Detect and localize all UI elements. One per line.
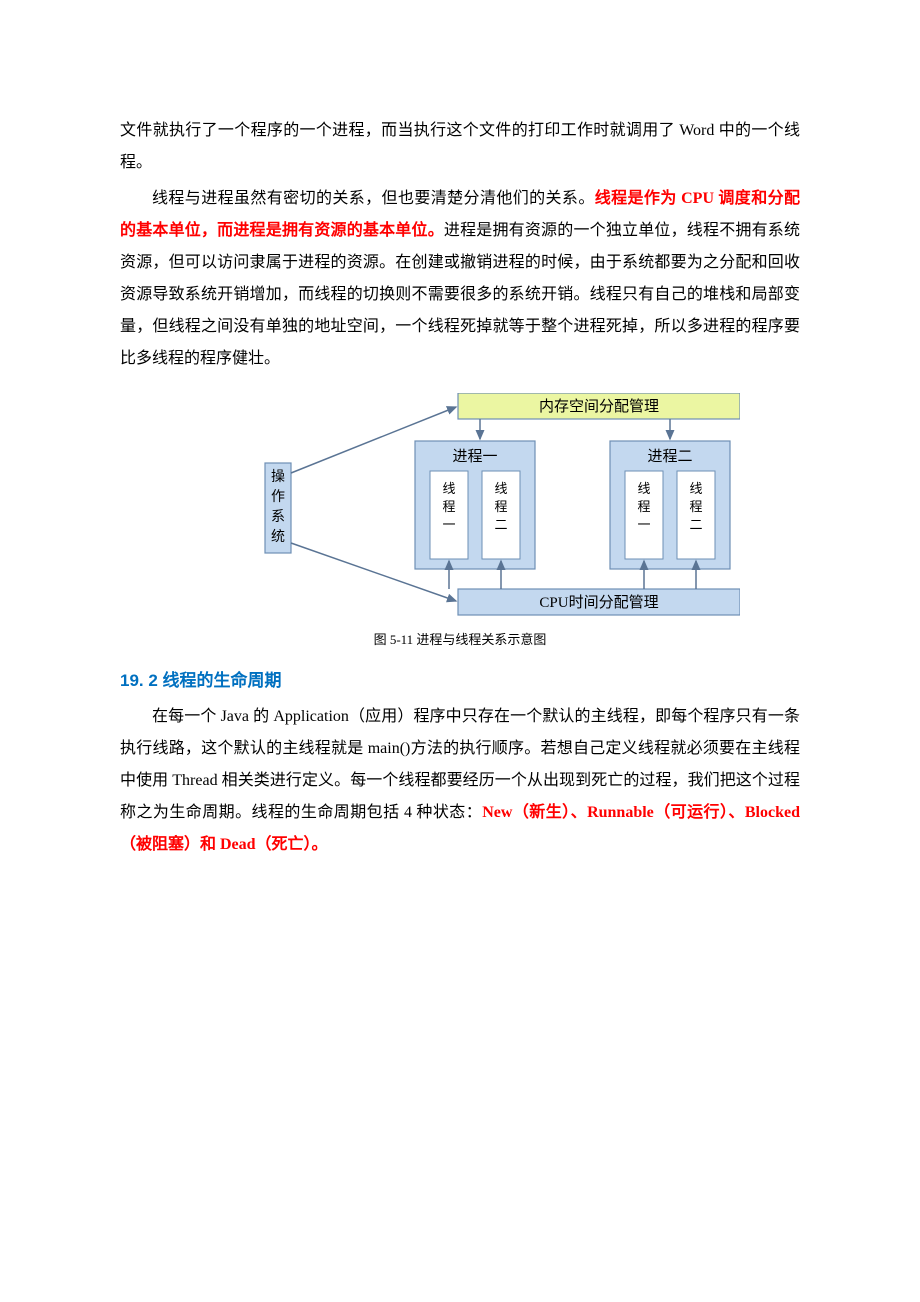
- document-page: 文件就执行了一个程序的一个进程，而当执行这个文件的打印工作时就调用了 Word …: [0, 0, 920, 1302]
- thread-char: 线: [637, 481, 650, 496]
- text: 进程是拥有资源的一个独立单位，线程不拥有系统资源，但可以访问隶属于进程的资源。在…: [120, 222, 800, 367]
- os-label-char: 操: [271, 469, 285, 485]
- thread-char: 线: [689, 481, 702, 496]
- thread-char: 程: [689, 499, 702, 514]
- thread-char: 程: [494, 499, 507, 514]
- thread-char: 一: [637, 517, 650, 532]
- thread-char: 线: [442, 481, 455, 496]
- diagram-process-thread: 操 作 系 统 内存空间分配管理 CPU时间分配管理 进程一 线 程 一 线 程…: [180, 393, 740, 623]
- process2-label: 进程二: [647, 448, 692, 465]
- paragraph-1: 文件就执行了一个程序的一个进程，而当执行这个文件的打印工作时就调用了 Word …: [120, 115, 800, 179]
- text-latin: Thread: [172, 772, 217, 789]
- paragraph-2: 线程与进程虽然有密切的关系，但也要清楚分清他们的关系。线程是作为 CPU 调度和…: [120, 183, 800, 375]
- os-label-char: 作: [271, 489, 285, 505]
- section-heading: 19. 2 线程的生命周期: [120, 666, 800, 691]
- text-latin: Application: [273, 708, 349, 725]
- os-label-char: 系: [271, 509, 285, 525]
- process1-label: 进程一: [452, 448, 497, 465]
- thread-char: 程: [442, 499, 455, 514]
- text: 的: [249, 708, 273, 725]
- os-label-char: 统: [271, 529, 285, 545]
- text: 文件就执行了一个程序的一个进程，而当执行这个文件的打印工作时就调用了: [120, 122, 679, 139]
- text-latin: Java: [221, 708, 249, 725]
- thread-char: 线: [494, 481, 507, 496]
- text-latin: Word: [679, 122, 714, 139]
- thread-char: 二: [494, 517, 507, 532]
- thread-char: 程: [637, 499, 650, 514]
- text: 线程与进程虽然有密切的关系，但也要清楚分清他们的关系。: [152, 190, 595, 207]
- thread-char: 一: [442, 517, 455, 532]
- text: 在每一个: [152, 708, 221, 725]
- memory-label: 内存空间分配管理: [539, 398, 659, 415]
- text-latin: main(): [368, 740, 411, 757]
- cpu-label: CPU时间分配管理: [539, 594, 658, 611]
- thread-char: 二: [689, 517, 702, 532]
- paragraph-3: 在每一个 Java 的 Application（应用）程序中只存在一个默认的主线…: [120, 701, 800, 861]
- figure-caption: 图 5-11 进程与线程关系示意图: [120, 629, 800, 648]
